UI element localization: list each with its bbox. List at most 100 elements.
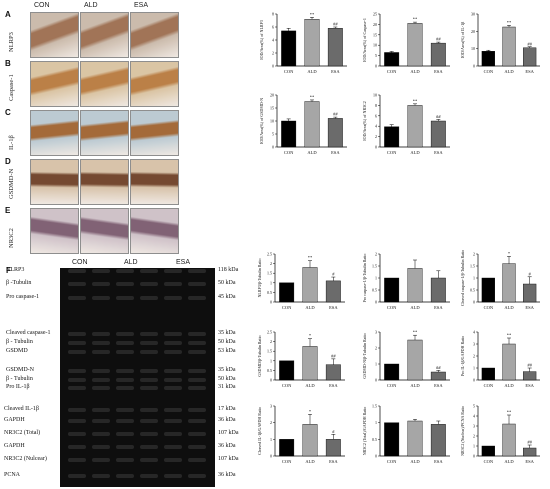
chart-y-tick-label: 5 <box>272 132 274 137</box>
chart-y-axis-label: GSDMD-N/β-Tubulin Ratio <box>362 333 367 378</box>
blot-band <box>140 445 158 449</box>
panel-label: E <box>5 206 11 215</box>
chart-y-tick-label: 2 <box>473 434 475 439</box>
blot-row-label: GSDMD <box>6 348 28 354</box>
blot-kda-label: 36 kDa <box>218 472 236 478</box>
blot-band <box>92 296 110 300</box>
chart-x-tick-label: ESA <box>331 69 340 74</box>
chart-bar <box>384 363 400 381</box>
chart-x-tick-label: ALD <box>305 383 315 388</box>
blot-band <box>116 432 134 436</box>
chart-significance-label: ** <box>413 17 418 22</box>
chart-significance-label: # <box>332 429 335 434</box>
chart-significance-label: # <box>332 272 335 277</box>
chart-bar <box>302 267 318 303</box>
chart-y-tick-label: 1 <box>270 437 272 442</box>
chart-y-axis-label: GSDMD/β-Tubulin Ratio <box>257 335 262 376</box>
histology-image-tile <box>30 208 79 254</box>
blot-band <box>116 350 134 354</box>
chart-y-tick-label: 0 <box>272 64 274 69</box>
chart-x-tick-label: CON <box>387 383 397 388</box>
chart-y-tick-label: 4 <box>375 124 377 129</box>
chart-y-tick-label: 10 <box>270 119 274 124</box>
blot-band <box>164 296 182 300</box>
blot-kda-label: 53 kDa <box>218 348 236 354</box>
blot-band <box>116 408 134 412</box>
chart-y-tick-label: 3 <box>375 330 377 335</box>
chart-bar <box>304 19 320 67</box>
chart-x-tick-label: CON <box>387 150 397 155</box>
chart-significance-label: ## <box>331 353 336 358</box>
chart-bar <box>481 367 495 381</box>
blot-column-header: ESA <box>176 259 191 266</box>
chart-y-tick-label: 3 <box>473 342 475 347</box>
chart-significance-label: ## <box>527 41 532 46</box>
chart-significance-label: ** <box>310 12 315 17</box>
chart-y-axis-label: Cleaved IL-1β/GAPDH Ratio <box>257 407 262 455</box>
chart-x-tick-label: CON <box>282 383 292 388</box>
chart-y-tick-label: 10 <box>373 43 377 48</box>
chart-bar <box>407 105 423 148</box>
panel-label: C <box>5 108 11 117</box>
histology-image-tile <box>130 159 179 205</box>
histology-image-tile <box>130 208 179 254</box>
blot-band <box>92 282 110 286</box>
chart-y-axis-label: Cleaved caspase-1/β-Tubulin Ratio <box>460 250 465 306</box>
blot-band <box>140 332 158 336</box>
blot-band <box>92 341 110 345</box>
chart-y-tick-label: 2 <box>375 134 377 139</box>
blot-row-label: GAPDH <box>4 443 25 449</box>
blot-row-label: PCNA <box>4 472 21 478</box>
chart-y-axis-label: NLRP3/β-Tubulin Ratio <box>257 259 262 298</box>
blot-band <box>116 369 134 373</box>
chart-y-tick-label: 0 <box>270 454 272 459</box>
blot-band <box>140 369 158 373</box>
chart-bar <box>502 26 516 67</box>
chart-y-tick-label: 3 <box>473 424 475 429</box>
blot-band <box>188 474 206 478</box>
blot-band <box>164 341 182 345</box>
chart-bar <box>302 424 318 457</box>
blot-kda-label: 50 kDa <box>218 280 236 286</box>
chart-y-tick-label: 2 <box>270 261 272 266</box>
blot-row-label: NR3C2 (Total) <box>4 430 41 436</box>
blot-band <box>140 458 158 462</box>
histology-image-tile <box>30 159 79 205</box>
blot-band <box>140 419 158 423</box>
chart-bar <box>502 343 516 381</box>
blot-band <box>116 458 134 462</box>
chart-bar <box>302 346 318 381</box>
chart-significance-label: ** <box>308 255 313 260</box>
chart-y-tick-label: 0 <box>473 300 475 305</box>
chart-bar <box>430 424 446 457</box>
chart-y-tick-label: 0 <box>270 300 272 305</box>
chart-y-tick-label: 4 <box>272 38 274 43</box>
blot-band <box>140 378 158 382</box>
blot-band <box>164 269 182 273</box>
blot-band <box>188 369 206 373</box>
chart-significance-label: * <box>508 251 511 256</box>
blot-band <box>140 341 158 345</box>
chart-bar <box>481 277 495 303</box>
chart-x-tick-label: CON <box>387 69 397 74</box>
blot-row-label: β -Tubulin <box>6 280 32 286</box>
panel-label: D <box>5 157 11 166</box>
chart-y-tick-label: 20 <box>270 93 274 98</box>
chart-bar <box>481 445 495 457</box>
chart-y-tick-label: 0 <box>272 145 274 150</box>
blot-band <box>188 445 206 449</box>
blot-band <box>92 419 110 423</box>
chart-y-tick-label: 0 <box>375 454 377 459</box>
chart-y-axis-label: IOD/Area(%) of NR3C2 <box>362 101 367 141</box>
chart-y-tick-label: 5 <box>375 53 377 58</box>
chart-x-tick-label: ALD <box>410 383 420 388</box>
chart-y-tick-label: 1 <box>375 276 377 281</box>
blot-band <box>116 282 134 286</box>
blot-kda-label: 36 kDa <box>218 443 236 449</box>
histology-image-tile <box>80 61 129 107</box>
chart-significance-label: ** <box>507 333 512 338</box>
chart-y-tick-label: 6 <box>272 25 274 30</box>
blot-band <box>188 350 206 354</box>
blot-band <box>164 458 182 462</box>
